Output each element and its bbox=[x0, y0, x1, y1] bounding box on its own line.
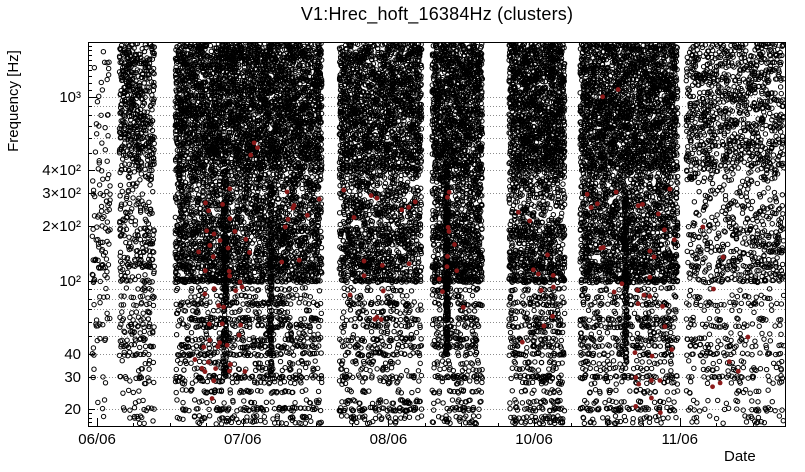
y-tick-label: 2×10² bbox=[42, 217, 81, 235]
chart-title: V1:Hrec_hoft_16384Hz (clusters) bbox=[300, 4, 574, 24]
y-tick-label: 40 bbox=[64, 345, 81, 363]
y-tick-label: 30 bbox=[64, 368, 81, 386]
scatter-plot-canvas bbox=[88, 42, 786, 427]
y-tick-label: 10³ bbox=[59, 89, 81, 107]
y-tick-label: 3×10² bbox=[42, 185, 81, 203]
x-tick-label: 06/06 bbox=[78, 431, 116, 448]
x-axis-title: Date bbox=[724, 448, 756, 465]
x-tick-label: 10/06 bbox=[515, 431, 553, 448]
x-tick-label: 08/06 bbox=[369, 431, 408, 448]
y-tick-label: 20 bbox=[64, 401, 81, 419]
y-tick-label: 10² bbox=[59, 272, 81, 290]
x-tick-label: 07/06 bbox=[223, 431, 262, 448]
x-tick-label: 11/06 bbox=[661, 431, 698, 448]
y-tick-label: 4×10² bbox=[42, 162, 81, 180]
